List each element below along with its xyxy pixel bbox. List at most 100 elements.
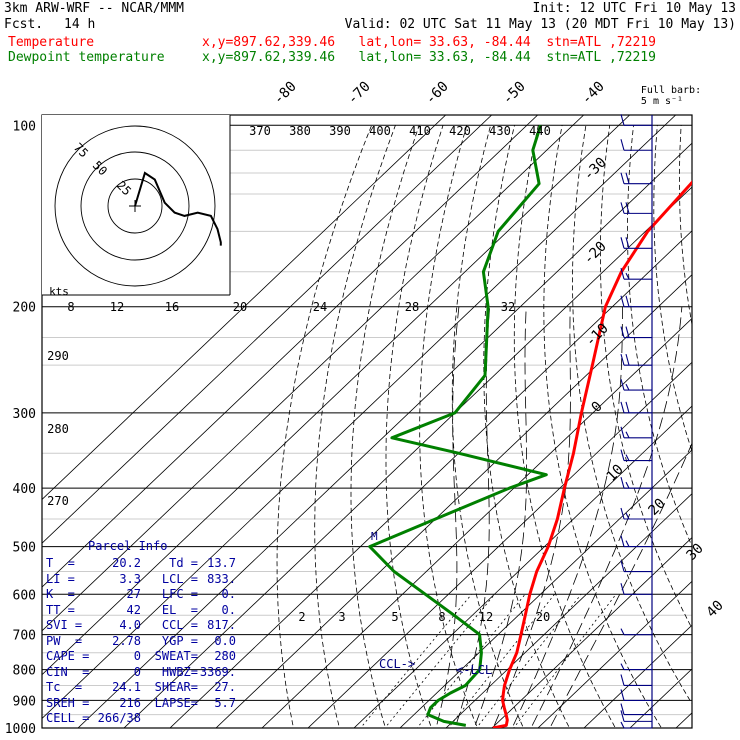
- dry-adiabat: [350, 125, 420, 728]
- isotherm-line: [261, 317, 692, 728]
- wind-barb-feather: [620, 689, 625, 701]
- theta-label: 400: [369, 124, 391, 138]
- isotherm-label: -80: [271, 79, 300, 108]
- hodograph-ring: [54, 125, 216, 287]
- pressure-tick-label: 700: [13, 629, 36, 644]
- wind-barb-feather: [620, 721, 625, 729]
- dry-adiabat: [543, 125, 662, 728]
- wind-barb-feather: [620, 703, 625, 715]
- wind-barb-feather: [625, 237, 630, 249]
- wind-barb: [620, 477, 652, 489]
- wind-barb-feather: [625, 540, 630, 547]
- parcel-row: CELL = 266/38: [46, 711, 236, 727]
- hodo-speed-label: 12: [110, 300, 124, 314]
- moist-adiabat: [454, 306, 491, 728]
- isotherm-line: [353, 405, 692, 728]
- parcel-row: Tc = 24.1 SHEAR= 27.: [46, 680, 236, 696]
- isotherm-line: [169, 230, 692, 728]
- parcel-cell: 833.: [207, 571, 236, 586]
- mixing-ratio-line: [416, 594, 526, 728]
- dewpoint-location-info: x,y=897.62,339.46 lat,lon= 33.63, -84.44…: [202, 50, 656, 65]
- theta-side-label: 280: [47, 422, 69, 436]
- wind-barb-feather: [620, 426, 625, 438]
- wind-barb-feather: [620, 378, 625, 391]
- dewpoint-legend: Dewpoint temperature: [8, 50, 165, 65]
- isotherm-line: [307, 361, 692, 728]
- hodograph-trace: [134, 171, 222, 246]
- parcel-cell: 0.: [221, 602, 236, 617]
- wind-barb-feather: [620, 202, 625, 214]
- model-title: 3km ARW-WRF -- NCAR/MMM: [4, 1, 185, 16]
- parcel-cell: LFC =: [161, 587, 198, 601]
- isotherm-line: [629, 668, 692, 728]
- dewpoint-profile-line: [368, 124, 548, 727]
- parcel-cell: 27: [126, 587, 141, 601]
- wind-barb-feather: [620, 560, 625, 572]
- isotherm-line: [42, 115, 539, 588]
- wind-barb-feather: [620, 139, 625, 151]
- dry-adiabat: [653, 125, 692, 453]
- moist-adiabat: [435, 306, 460, 728]
- plot-frame: [41, 114, 693, 729]
- isotherm-label: 40: [704, 598, 727, 621]
- parcel-row: LI = 3.3 LCL = 833.: [46, 572, 236, 588]
- parcel-cell: 13.7: [207, 556, 236, 570]
- wind-barb-feather: [620, 326, 625, 338]
- parcel-cell: K =: [46, 587, 75, 601]
- wind-barb-feather: [625, 353, 630, 366]
- isotherm-line: [42, 115, 493, 544]
- parcel-row: SREH = 216 LAPSE= 5.7: [46, 696, 236, 712]
- pressure-tick-label: 500: [13, 541, 36, 556]
- wind-barb-feather: [620, 663, 625, 670]
- theta-label: 440: [529, 124, 551, 138]
- wind-barb-feather: [620, 295, 625, 307]
- parcel-cell: YGP =: [161, 633, 198, 648]
- pressure-tick-label: 1000: [5, 722, 36, 737]
- dry-adiabat: [572, 125, 692, 705]
- wind-barb: [620, 326, 652, 339]
- hodo-speed-label: 20: [233, 300, 247, 314]
- isotherm-label: -50: [500, 79, 529, 108]
- wind-barb: [620, 426, 652, 439]
- mixing-ratio-line: [359, 594, 472, 728]
- wind-barb: [620, 703, 652, 716]
- dry-adiabat: [627, 125, 692, 548]
- parcel-info-title: Parcel Info: [88, 539, 168, 553]
- moist-adiabat: [473, 306, 527, 728]
- isotherm-label: -10: [583, 321, 612, 350]
- wind-barb: [620, 535, 652, 548]
- pressure-tick-label: 200: [13, 301, 36, 316]
- isotherm-line: [537, 580, 692, 728]
- parcel-row: SVI = 4.0 CCL = 817.: [46, 618, 236, 634]
- temperature-profile-line: [492, 180, 692, 728]
- parcel-cell: SWEAT=: [154, 649, 198, 663]
- wind-barb: [620, 674, 652, 687]
- isotherm-label: -40: [579, 79, 608, 108]
- m-marker-label: M: [371, 530, 378, 543]
- mixing-ratio-label: 12: [479, 610, 493, 624]
- parcel-cell: EL =: [161, 602, 198, 617]
- parcel-row: CAPE = 0 SWEAT= 280: [46, 649, 236, 665]
- wind-barb: [620, 721, 652, 729]
- wind-barb-feather: [625, 272, 630, 280]
- dry-adiabat: [600, 125, 692, 630]
- wind-barb: [620, 449, 652, 462]
- parcel-cell: LI =: [46, 571, 75, 586]
- wind-barb-feather: [620, 172, 625, 184]
- parcel-cell: TT =: [46, 602, 75, 617]
- parcel-cell: 0.: [221, 587, 236, 601]
- isotherm-label: -70: [345, 79, 374, 108]
- wind-barb-feather: [620, 449, 625, 461]
- wind-barb: [620, 710, 652, 722]
- theta-label: 420: [449, 124, 471, 138]
- parcel-cell: 3.3: [119, 571, 141, 586]
- parcel-cell: 0: [133, 664, 141, 679]
- parcel-cell: 0.0: [214, 633, 236, 648]
- init-time: Init: 12 UTC Fri 10 May 13: [532, 1, 737, 16]
- parcel-cell: PW =: [46, 633, 83, 648]
- dry-adiabat: [276, 125, 372, 728]
- hodograph-ring: [80, 151, 190, 261]
- wind-barb: [620, 353, 652, 366]
